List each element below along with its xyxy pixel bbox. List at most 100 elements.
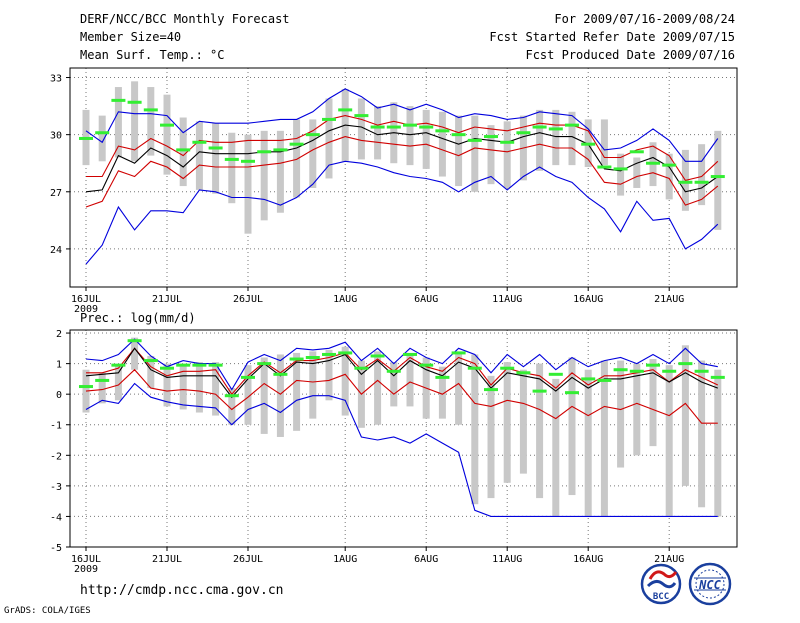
median-marker <box>451 351 466 355</box>
median-marker <box>581 142 596 146</box>
ensemble-range-box <box>519 369 527 474</box>
ensemble-range-box <box>665 153 673 200</box>
x-tick-year-label: 2009 <box>74 564 98 575</box>
ensemble-range-box <box>114 365 122 401</box>
median-marker <box>176 363 191 367</box>
ensemble-range-box <box>228 132 236 204</box>
median-marker <box>208 146 223 150</box>
median-marker <box>322 352 336 356</box>
ensemble-range-box <box>98 372 106 404</box>
ensemble-range-box <box>131 81 139 162</box>
median-marker <box>613 167 628 171</box>
ensemble-range-box <box>147 87 155 156</box>
ensemble-range-box <box>309 351 317 419</box>
ensemble-range-box <box>293 352 301 431</box>
ensemble-range-box <box>357 98 365 160</box>
median-marker <box>646 363 660 367</box>
ensemble-range-box <box>714 369 722 517</box>
median-marker <box>484 388 498 392</box>
y-tick-label: -4 <box>50 512 62 523</box>
ensemble-range-box <box>633 157 641 188</box>
median-marker <box>548 127 563 131</box>
median-marker <box>386 125 401 129</box>
median-marker <box>581 377 596 381</box>
ensemble-range-box <box>503 362 511 483</box>
median-marker <box>516 131 531 135</box>
median-marker <box>305 356 320 360</box>
ensemble-range-box <box>536 363 544 499</box>
ensemble-range-box <box>163 94 171 175</box>
ensemble-range-box <box>195 121 203 190</box>
ensemble-range-box <box>649 359 657 447</box>
median-marker <box>613 368 628 372</box>
ensemble-range-box <box>114 87 122 158</box>
median-marker <box>354 114 369 118</box>
median-marker <box>127 339 142 343</box>
ensemble-range-box <box>584 369 592 517</box>
median-marker <box>710 175 725 179</box>
ensemble-range-box <box>293 119 301 198</box>
median-marker <box>273 148 288 152</box>
median-marker <box>451 133 466 137</box>
ensemble-range-box <box>617 360 625 468</box>
x-tick-label: 26JUL <box>233 554 263 565</box>
x-tick-label: 26JUL <box>233 294 263 305</box>
series-line-mean-minus-std <box>85 136 719 208</box>
median-marker <box>160 123 174 127</box>
median-marker <box>386 369 401 373</box>
x-tick-label: 6AUG <box>414 294 438 305</box>
ncc-logo-text: NCC <box>698 578 721 592</box>
x-tick-label: 16AUG <box>573 294 603 305</box>
median-marker <box>532 125 547 129</box>
median-marker <box>597 378 612 382</box>
ensemble-range-box <box>681 345 689 486</box>
median-marker <box>289 357 304 361</box>
series-line-mean <box>85 347 718 399</box>
plot-frame <box>69 329 738 548</box>
median-marker <box>662 163 677 167</box>
median-marker <box>338 351 353 355</box>
x-tick-label: 21AUG <box>654 294 684 305</box>
median-marker <box>516 371 531 375</box>
x-tick-label: 16AUG <box>573 554 603 565</box>
x-tick-label: 6AUG <box>414 554 438 565</box>
series-line-max <box>85 88 719 162</box>
median-marker <box>111 363 126 367</box>
ensemble-range-box <box>276 130 284 213</box>
x-tick-label: 16JUL <box>71 294 101 305</box>
series-line-max <box>85 338 718 391</box>
series-line-mean-minus-std <box>85 368 718 424</box>
median-marker <box>467 366 482 370</box>
series-line-mean <box>85 124 719 193</box>
median-marker <box>79 136 93 140</box>
x-tick-label: 1AUG <box>333 294 357 305</box>
ensemble-range-box <box>714 130 722 230</box>
ensemble-range-box <box>374 351 382 425</box>
median-marker <box>419 125 434 129</box>
ensemble-range-box <box>325 349 333 401</box>
ensemble-range-box <box>406 352 414 407</box>
y-tick-label: 24 <box>50 245 62 256</box>
median-marker <box>95 131 110 135</box>
median-marker <box>646 161 660 165</box>
median-marker <box>710 375 725 379</box>
x-tick-label: 11AUG <box>492 294 522 305</box>
median-marker <box>224 394 239 398</box>
median-marker <box>419 363 434 367</box>
median-marker <box>322 117 336 121</box>
ensemble-range-box <box>600 119 608 166</box>
median-marker <box>305 133 320 137</box>
median-marker <box>678 362 693 366</box>
ensemble-range-box <box>698 360 706 508</box>
y-tick-label: 2 <box>56 329 62 340</box>
x-tick-label: 1AUG <box>333 554 357 565</box>
series-line-mean-plus-std <box>86 347 719 396</box>
y-tick-label: -3 <box>50 482 62 493</box>
median-marker <box>370 354 385 358</box>
source-url: http://cmdp.ncc.cma.gov.cn <box>80 583 284 598</box>
median-marker <box>192 140 207 144</box>
median-marker <box>111 98 126 102</box>
ensemble-range-box <box>244 365 252 425</box>
